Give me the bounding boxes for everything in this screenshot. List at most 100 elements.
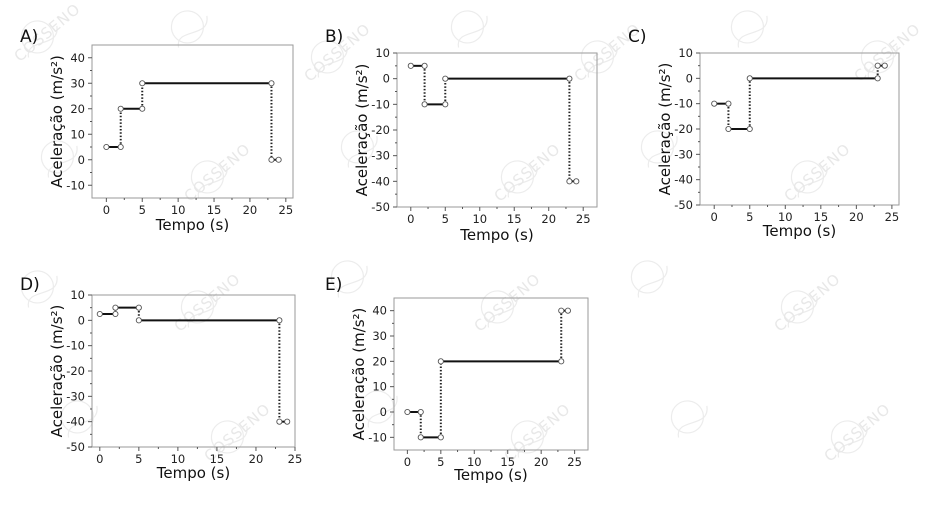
watermark-mark: COSSENO bbox=[491, 140, 564, 206]
x-tick-label: 15 bbox=[210, 452, 225, 466]
data-point bbox=[417, 434, 424, 441]
x-tick-label: 10 bbox=[171, 452, 186, 466]
watermark-mark bbox=[450, 10, 488, 48]
x-tick-label: 20 bbox=[534, 455, 549, 469]
y-tick-label: 0 bbox=[380, 405, 387, 419]
panel-label: D) bbox=[20, 275, 40, 295]
data-point bbox=[112, 310, 119, 318]
x-tick-label: 10 bbox=[472, 212, 487, 226]
watermark-mark: COSSENO bbox=[771, 270, 844, 336]
y-tick-label: -10 bbox=[368, 430, 387, 444]
x-tick-label: 15 bbox=[814, 210, 829, 224]
x-tick-label: 25 bbox=[567, 455, 582, 469]
y-axis-title: Aceleração (m/s²) bbox=[656, 63, 674, 196]
watermark-mark bbox=[20, 270, 58, 308]
data-point bbox=[417, 408, 424, 416]
y-tick-label: -40 bbox=[371, 174, 390, 188]
y-tick-label: 30 bbox=[70, 76, 85, 90]
x-tick-label: 25 bbox=[885, 210, 900, 224]
y-axis-title: Aceleração (m/s²) bbox=[353, 64, 371, 197]
x-tick-label: 10 bbox=[467, 455, 482, 469]
data-point bbox=[442, 101, 449, 108]
watermark-mark: COSSENO bbox=[471, 270, 544, 336]
data-point bbox=[558, 307, 565, 314]
x-tick-label: 20 bbox=[541, 212, 556, 226]
y-tick-label: 10 bbox=[70, 288, 85, 302]
x-tick-label: 15 bbox=[207, 203, 222, 217]
data-point bbox=[139, 80, 146, 87]
x-tick-label: 5 bbox=[139, 203, 146, 217]
y-tick-label: -50 bbox=[66, 440, 85, 454]
data-point bbox=[874, 75, 881, 82]
data-point bbox=[276, 418, 283, 425]
y-tick-label: -40 bbox=[66, 415, 85, 429]
x-tick-label: 0 bbox=[96, 452, 103, 466]
watermark-mark bbox=[730, 10, 768, 48]
data-point bbox=[139, 105, 146, 112]
watermark-mark: COSSENO bbox=[181, 140, 254, 206]
y-tick-label: 20 bbox=[70, 102, 85, 116]
y-tick-label: -30 bbox=[371, 149, 390, 163]
x-axis-title: Tempo (s) bbox=[156, 464, 230, 482]
x-tick-label: 5 bbox=[437, 455, 444, 469]
plot-area bbox=[396, 52, 598, 208]
y-tick-label: 0 bbox=[686, 71, 693, 85]
y-tick-label: -10 bbox=[371, 97, 390, 111]
plot-area bbox=[91, 44, 294, 199]
watermark-mark: COSSENO bbox=[571, 20, 644, 86]
y-tick-label: -10 bbox=[66, 178, 85, 192]
x-axis-title: Tempo (s) bbox=[459, 226, 533, 244]
data-point bbox=[711, 100, 718, 107]
watermark-mark bbox=[670, 400, 708, 438]
x-tick-label: 25 bbox=[576, 212, 591, 226]
x-tick-label: 25 bbox=[288, 452, 303, 466]
panel-label: A) bbox=[20, 27, 38, 47]
watermark-mark: COSSENO bbox=[781, 140, 854, 206]
watermark-mark: COSSENO bbox=[171, 270, 244, 336]
data-point bbox=[558, 358, 565, 365]
data-point bbox=[404, 408, 411, 416]
watermark-mark bbox=[170, 10, 208, 48]
y-tick-label: 30 bbox=[372, 329, 387, 343]
data-point bbox=[437, 434, 444, 441]
data-point bbox=[564, 307, 571, 314]
data-point bbox=[112, 304, 119, 311]
watermark-mark bbox=[60, 400, 98, 438]
y-tick-label: -30 bbox=[674, 147, 693, 161]
watermark-mark bbox=[630, 260, 668, 298]
y-tick-label: -10 bbox=[674, 97, 693, 111]
y-tick-label: -50 bbox=[371, 200, 390, 214]
panel-label: C) bbox=[628, 27, 647, 47]
y-tick-label: 40 bbox=[70, 51, 85, 65]
data-point bbox=[284, 418, 291, 425]
y-tick-label: 0 bbox=[383, 72, 390, 86]
y-tick-label: 40 bbox=[372, 304, 387, 318]
data-point bbox=[268, 156, 275, 163]
data-point bbox=[268, 80, 275, 87]
panel-label: B) bbox=[325, 27, 343, 47]
y-tick-label: 10 bbox=[70, 127, 85, 141]
data-point bbox=[135, 304, 142, 311]
x-tick-label: 20 bbox=[849, 210, 864, 224]
chart-panels: A) 0 5 10 15 20 25 -10 0 10 20 30 40 Tempo (s) Acelera… bbox=[20, 27, 900, 484]
data-point bbox=[275, 156, 282, 163]
data-point bbox=[746, 75, 753, 82]
watermark-mark: COSSENO bbox=[201, 400, 274, 466]
data-point bbox=[421, 62, 428, 69]
data-point bbox=[442, 75, 449, 82]
watermark-mark: COSSENO bbox=[851, 20, 924, 86]
y-tick-label: -20 bbox=[66, 364, 85, 378]
y-tick-label: 10 bbox=[372, 380, 387, 394]
y-axis-title: Aceleração (m/s²) bbox=[48, 305, 66, 438]
watermark-mark bbox=[360, 390, 398, 428]
watermark-mark bbox=[40, 140, 78, 178]
watermark-mark bbox=[640, 130, 678, 168]
y-tick-label: 0 bbox=[78, 313, 85, 327]
x-axis-title: Tempo (s) bbox=[453, 466, 527, 484]
y-tick-label: 10 bbox=[678, 46, 693, 60]
chart-panel-e: E) 0 5 10 15 20 25 -10 0 10 20 30 40 Tempo (s) Acelera… bbox=[325, 275, 589, 484]
